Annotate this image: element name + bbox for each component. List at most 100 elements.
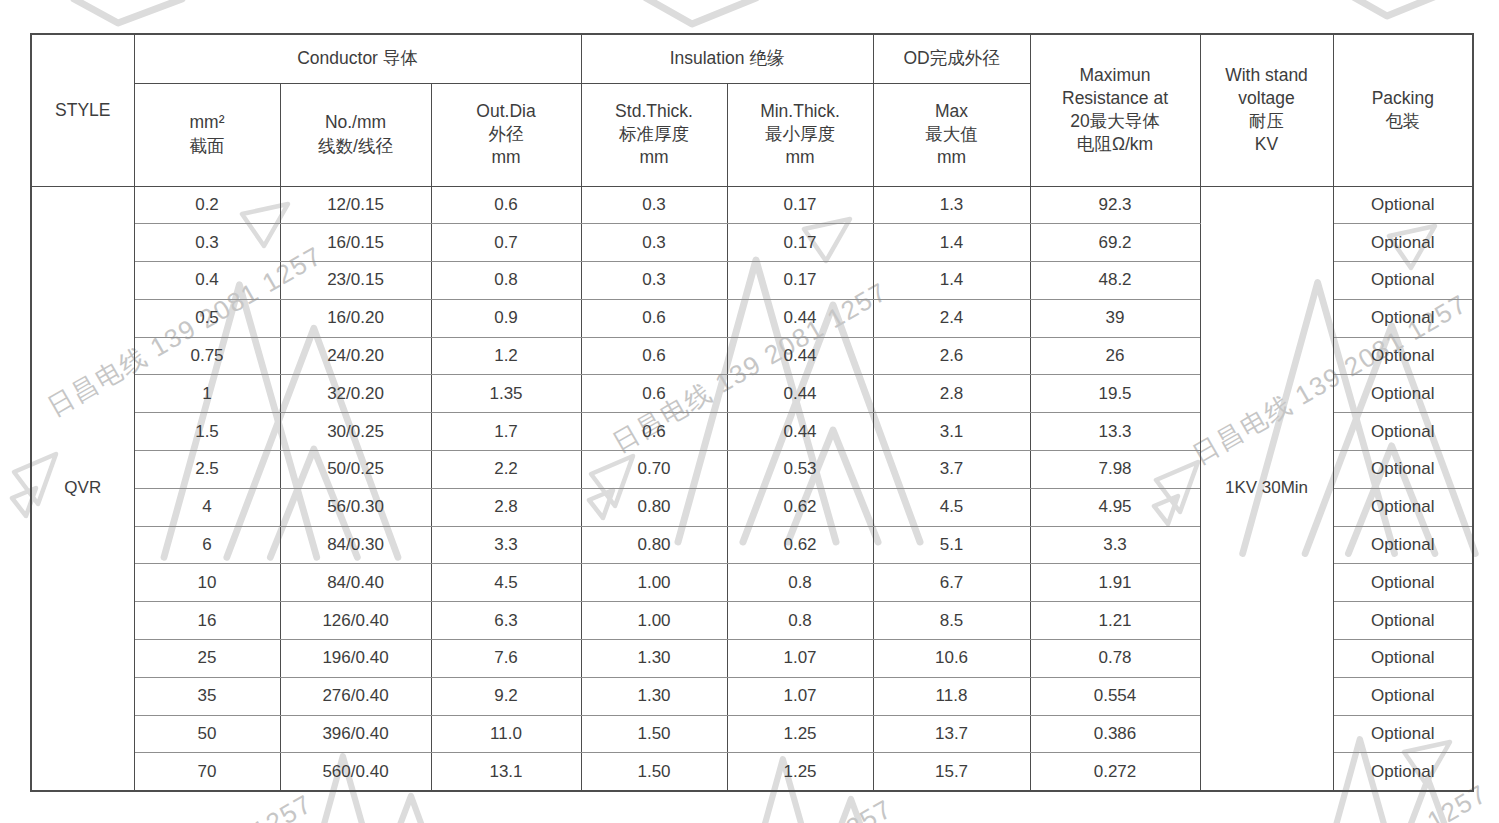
table-header: STYLE Conductor 导体 Insulation 绝缘 OD完成外径 …	[31, 34, 1473, 186]
cell-area: 2.5	[134, 451, 280, 489]
col-header-std-thick: Std.Thick. 标准厚度 mm	[581, 83, 727, 186]
cell-out-dia: 6.3	[431, 602, 581, 640]
cell-std-thick: 1.50	[581, 753, 727, 791]
group-header-insulation: Insulation 绝缘	[581, 34, 873, 83]
cell-od-max: 10.6	[873, 640, 1030, 678]
cell-od-max: 4.5	[873, 488, 1030, 526]
cell-area: 4	[134, 488, 280, 526]
cell-out-dia: 0.8	[431, 262, 581, 300]
cell-min-thick: 0.44	[727, 337, 873, 375]
cell-strands: 23/0.15	[280, 262, 431, 300]
cell-area: 0.3	[134, 224, 280, 262]
cell-resistance: 92.3	[1030, 186, 1200, 224]
cell-packing: Optional	[1333, 602, 1473, 640]
cell-packing: Optional	[1333, 413, 1473, 451]
cell-strands: 12/0.15	[280, 186, 431, 224]
cell-packing: Optional	[1333, 526, 1473, 564]
cell-out-dia: 13.1	[431, 753, 581, 791]
cell-area: 0.2	[134, 186, 280, 224]
cell-min-thick: 0.44	[727, 413, 873, 451]
cell-resistance: 39	[1030, 299, 1200, 337]
col-header-voltage: With stand voltage 耐压 KV	[1200, 34, 1333, 186]
cell-resistance: 7.98	[1030, 451, 1200, 489]
wire-spec-table: STYLE Conductor 导体 Insulation 绝缘 OD完成外径 …	[30, 33, 1474, 792]
cell-strands: 24/0.20	[280, 337, 431, 375]
group-header-conductor: Conductor 导体	[134, 34, 581, 83]
cell-area: 10	[134, 564, 280, 602]
cell-od-max: 2.6	[873, 337, 1030, 375]
cell-resistance: 26	[1030, 337, 1200, 375]
cell-packing: Optional	[1333, 186, 1473, 224]
col-header-style: STYLE	[31, 34, 134, 186]
cell-area: 6	[134, 526, 280, 564]
cell-packing: Optional	[1333, 564, 1473, 602]
cell-od-max: 3.1	[873, 413, 1030, 451]
cell-strands: 276/0.40	[280, 677, 431, 715]
cell-od-max: 1.4	[873, 224, 1030, 262]
cell-std-thick: 0.80	[581, 526, 727, 564]
cell-strands: 30/0.25	[280, 413, 431, 451]
cell-min-thick: 0.53	[727, 451, 873, 489]
col-header-min-thick: Min.Thick. 最小厚度 mm	[727, 83, 873, 186]
col-header-resistance: Maximun Resistance at 20最大导体 电阻Ω/km	[1030, 34, 1200, 186]
cell-resistance: 0.554	[1030, 677, 1200, 715]
col-header-od-max: Max 最大值 mm	[873, 83, 1030, 186]
cell-out-dia: 3.3	[431, 526, 581, 564]
col-header-strands: No./mm 线数/线径	[280, 83, 431, 186]
cell-std-thick: 0.70	[581, 451, 727, 489]
cell-std-thick: 0.6	[581, 375, 727, 413]
cell-resistance: 0.386	[1030, 715, 1200, 753]
cell-packing: Optional	[1333, 262, 1473, 300]
cell-resistance: 48.2	[1030, 262, 1200, 300]
col-header-area: mm² 截面	[134, 83, 280, 186]
cell-std-thick: 1.00	[581, 602, 727, 640]
cell-area: 25	[134, 640, 280, 678]
cell-std-thick: 0.6	[581, 413, 727, 451]
cell-strands: 84/0.40	[280, 564, 431, 602]
cell-od-max: 1.3	[873, 186, 1030, 224]
watermark-text: 日昌电线 139 2081 1257	[31, 786, 318, 823]
cell-resistance: 1.21	[1030, 602, 1200, 640]
cell-packing: Optional	[1333, 677, 1473, 715]
group-header-od: OD完成外径	[873, 34, 1030, 83]
cell-min-thick: 1.07	[727, 677, 873, 715]
cell-od-max: 8.5	[873, 602, 1030, 640]
cell-strands: 16/0.15	[280, 224, 431, 262]
cell-std-thick: 0.3	[581, 224, 727, 262]
cell-min-thick: 0.17	[727, 224, 873, 262]
spec-table-container: STYLE Conductor 导体 Insulation 绝缘 OD完成外径 …	[30, 33, 1474, 792]
cell-strands: 84/0.30	[280, 526, 431, 564]
cell-out-dia: 7.6	[431, 640, 581, 678]
cell-strands: 126/0.40	[280, 602, 431, 640]
cell-packing: Optional	[1333, 375, 1473, 413]
cell-resistance: 0.78	[1030, 640, 1200, 678]
col-header-packing: Packing 包装	[1333, 34, 1473, 186]
cell-out-dia: 4.5	[431, 564, 581, 602]
cell-area: 35	[134, 677, 280, 715]
cell-od-max: 6.7	[873, 564, 1030, 602]
cell-od-max: 13.7	[873, 715, 1030, 753]
cell-area: 0.4	[134, 262, 280, 300]
cell-resistance: 13.3	[1030, 413, 1200, 451]
watermark-triangle-icon	[1335, 0, 1455, 20]
cell-min-thick: 0.17	[727, 186, 873, 224]
table-row: QVR0.212/0.150.60.30.171.392.31KV 30MinO…	[31, 186, 1473, 224]
cell-resistance: 0.272	[1030, 753, 1200, 791]
cell-area: 16	[134, 602, 280, 640]
cell-od-max: 15.7	[873, 753, 1030, 791]
cell-resistance: 3.3	[1030, 526, 1200, 564]
cell-out-dia: 0.6	[431, 186, 581, 224]
cell-std-thick: 1.30	[581, 640, 727, 678]
cell-strands: 56/0.30	[280, 488, 431, 526]
cell-std-thick: 0.80	[581, 488, 727, 526]
cell-packing: Optional	[1333, 451, 1473, 489]
table-body: QVR0.212/0.150.60.30.171.392.31KV 30MinO…	[31, 186, 1473, 791]
cell-std-thick: 0.3	[581, 186, 727, 224]
cell-min-thick: 1.25	[727, 753, 873, 791]
page: 日昌电线 139 2081 1257 日昌电线 139 2081 1257 日昌…	[0, 0, 1499, 823]
cell-packing: Optional	[1333, 337, 1473, 375]
cell-strands: 32/0.20	[280, 375, 431, 413]
cell-area: 70	[134, 753, 280, 791]
cell-resistance: 69.2	[1030, 224, 1200, 262]
cell-od-max: 11.8	[873, 677, 1030, 715]
